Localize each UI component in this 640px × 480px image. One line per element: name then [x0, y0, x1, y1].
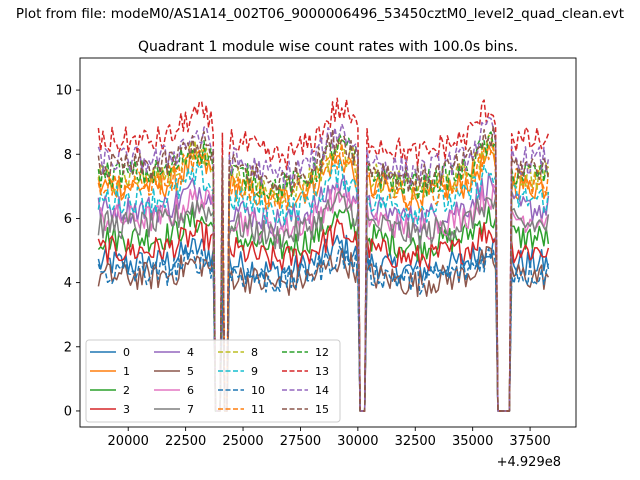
x-tick-label: 30000	[337, 434, 378, 449]
legend-label-5: 5	[187, 365, 194, 378]
y-tick-label: 0	[64, 404, 72, 419]
series-line-9	[97, 159, 550, 412]
figure-suptitle: Plot from file: modeM0/AS1A14_002T06_900…	[16, 6, 624, 22]
axes	[79, 57, 577, 428]
legend-label-10: 10	[251, 384, 265, 397]
y-tick-label: 8	[64, 148, 72, 163]
plot-frame	[79, 57, 577, 428]
series-line-4	[97, 172, 550, 412]
series-line-10	[97, 245, 550, 412]
x-tick-label: 37500	[509, 434, 550, 449]
x-axis-offset-label: +4.929e8	[497, 455, 561, 470]
series-layer	[97, 97, 550, 412]
x-tick-label: 25000	[222, 434, 263, 449]
series-line-15	[97, 125, 550, 412]
series-line-3	[97, 218, 550, 412]
legend-label-9: 9	[251, 365, 258, 378]
y-tick-label: 6	[64, 212, 72, 227]
legend-label-3: 3	[123, 403, 130, 416]
x-tick-label: 22500	[165, 434, 206, 449]
y-tick-label: 2	[64, 340, 72, 355]
legend-label-12: 12	[315, 346, 329, 359]
legend-label-1: 1	[123, 365, 130, 378]
series-line-7	[97, 190, 550, 412]
y-tick-label: 4	[64, 276, 72, 291]
x-tick-label: 32500	[395, 434, 436, 449]
series-line-11	[97, 142, 550, 412]
legend-label-7: 7	[187, 403, 194, 416]
y-tick-label: 10	[55, 84, 72, 99]
x-tick-label: 35000	[452, 434, 493, 449]
legend-label-0: 0	[123, 346, 130, 359]
x-axis-ticks: 20000 22500 25000 27500 30000 32500 35000 37500	[108, 427, 551, 449]
y-axis-ticks: 0 2 4 6 8 10	[55, 84, 80, 419]
legend-box	[85, 339, 341, 423]
legend-label-4: 4	[187, 346, 194, 359]
legend-label-15: 15	[315, 403, 329, 416]
legend-label-11: 11	[251, 403, 265, 416]
legend-label-13: 13	[315, 365, 329, 378]
series-line-13	[97, 97, 550, 412]
legend-label-14: 14	[315, 384, 329, 397]
x-tick-label: 27500	[280, 434, 321, 449]
legend-label-2: 2	[123, 384, 130, 397]
chart-title: Quadrant 1 module wise count rates with …	[138, 39, 518, 55]
legend-label-8: 8	[251, 346, 258, 359]
x-tick-label: 20000	[108, 434, 149, 449]
legend-label-6: 6	[187, 384, 194, 397]
series-line-6	[97, 181, 550, 412]
